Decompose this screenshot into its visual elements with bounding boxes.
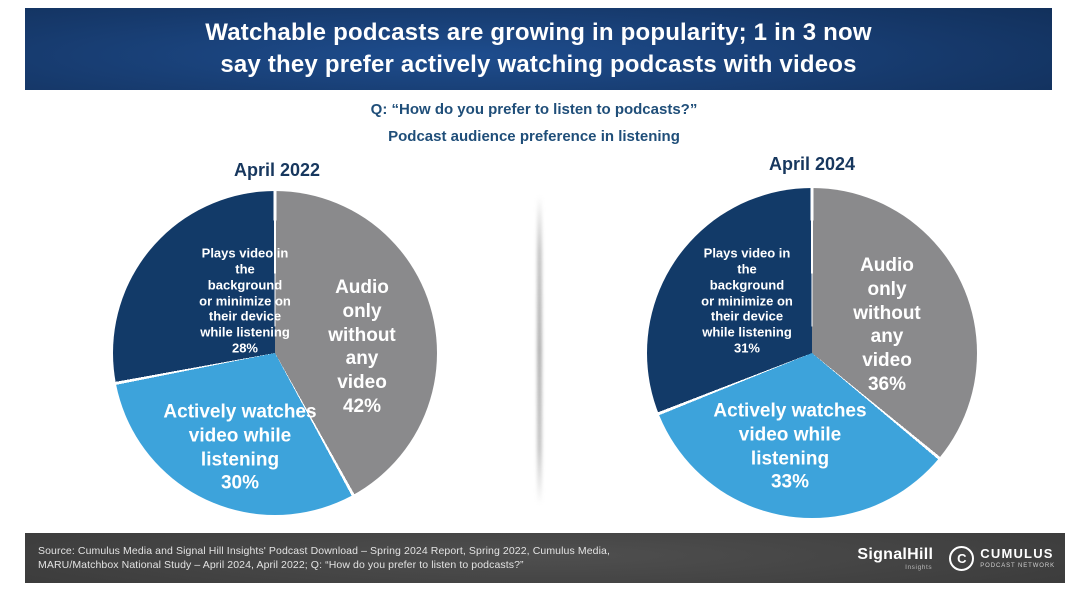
- cumulus-c-icon: C: [949, 545, 975, 571]
- pie-title-april-2024: April 2024: [768, 154, 856, 174]
- source-footer: Source: Cumulus Media and Signal Hill In…: [25, 533, 1065, 583]
- source-text: Source: Cumulus Media and Signal Hill In…: [38, 545, 610, 571]
- slice-label-audio-only-2024: Audio only without any video 36%: [853, 254, 921, 395]
- footer-logos: SignalHill Insights C CUMULUS PODCAST NE…: [857, 545, 1055, 571]
- slice-label-actively-watches-2024: Actively watches video while listening 3…: [713, 400, 867, 493]
- pie-chart-april-2024: Audio only without any video 36% Activel…: [647, 188, 977, 518]
- center-divider: [537, 196, 542, 504]
- slice-label-plays-background-2022: Plays video in the background or minimiz…: [199, 245, 291, 356]
- cumulus-logo: C CUMULUS PODCAST NETWORK: [949, 545, 1055, 571]
- slice-label-plays-background-2024: Plays video in the background or minimiz…: [701, 245, 793, 356]
- slice-label-audio-only-2022: Audio only without any video 42%: [328, 276, 396, 417]
- cumulus-logo-name: CUMULUS: [980, 546, 1054, 562]
- signal-hill-logo: SignalHill Insights: [857, 546, 933, 571]
- survey-question: Q: “How do you prefer to listen to podca…: [370, 101, 698, 118]
- signal-hill-logo-sub: Insights: [905, 563, 933, 571]
- slice-label-actively-watches-2022: Actively watches video while listening 3…: [163, 401, 317, 494]
- signal-hill-logo-name: SignalHill: [857, 545, 934, 563]
- title-banner: Watchable podcasts are growing in popula…: [25, 8, 1052, 90]
- pie-title-april-2022: April 2022: [233, 160, 321, 180]
- pie-chart-april-2022: Audio only without any video 42% Activel…: [113, 191, 437, 515]
- chart-subtitle: Podcast audience preference in listening: [388, 128, 680, 145]
- cumulus-logo-text: CUMULUS PODCAST NETWORK: [980, 547, 1055, 569]
- cumulus-logo-sub: PODCAST NETWORK: [980, 562, 1055, 569]
- main-title: Watchable podcasts are growing in popula…: [205, 18, 872, 78]
